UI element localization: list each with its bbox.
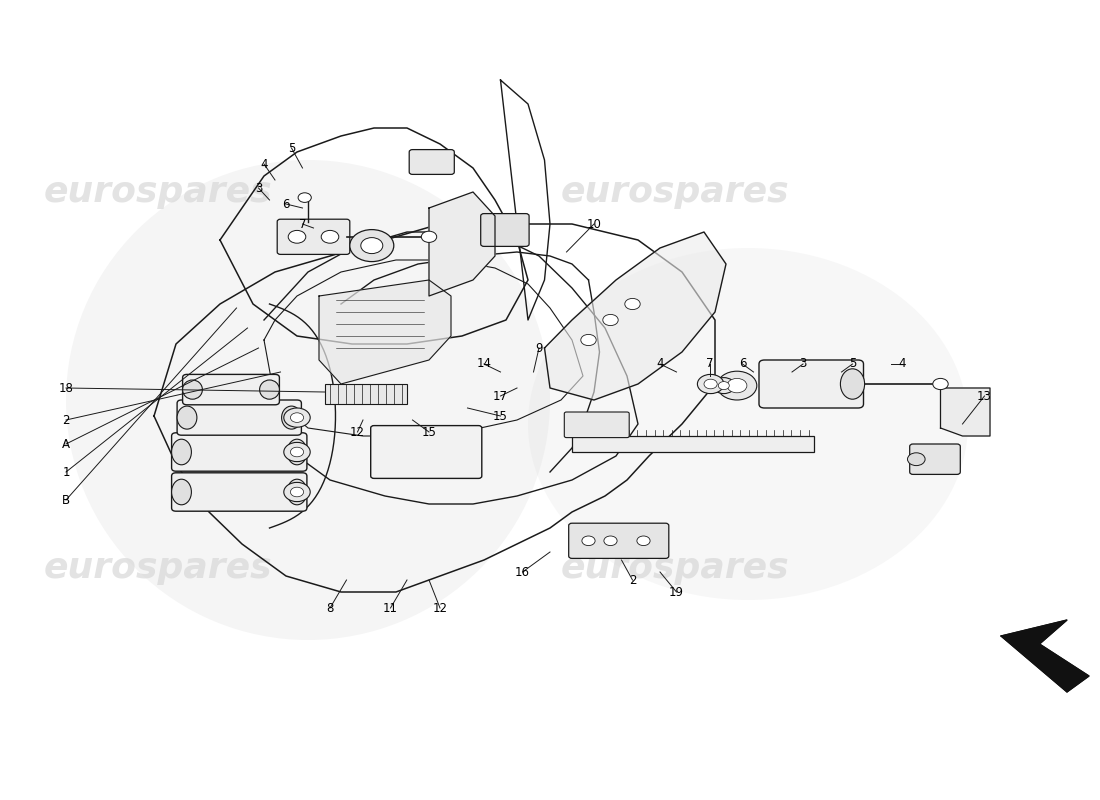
Circle shape — [637, 536, 650, 546]
Text: 3: 3 — [255, 182, 262, 194]
Ellipse shape — [177, 406, 197, 429]
Circle shape — [284, 482, 310, 502]
Ellipse shape — [528, 248, 968, 600]
Text: 9: 9 — [536, 342, 542, 354]
Text: eurospares: eurospares — [44, 551, 273, 585]
FancyBboxPatch shape — [910, 444, 960, 474]
Text: 4: 4 — [261, 158, 267, 170]
Text: 15: 15 — [421, 426, 437, 438]
Circle shape — [284, 442, 310, 462]
Circle shape — [421, 231, 437, 242]
Circle shape — [290, 413, 304, 422]
Text: 14: 14 — [476, 358, 492, 370]
Ellipse shape — [282, 406, 301, 429]
Circle shape — [697, 374, 724, 394]
Text: 2: 2 — [63, 414, 69, 426]
Text: 7: 7 — [299, 218, 306, 230]
Circle shape — [718, 382, 729, 390]
Text: 6: 6 — [739, 358, 746, 370]
Circle shape — [350, 230, 394, 262]
Ellipse shape — [183, 380, 202, 399]
Circle shape — [933, 378, 948, 390]
Circle shape — [290, 447, 304, 457]
Text: 2: 2 — [629, 574, 636, 586]
Circle shape — [717, 371, 757, 400]
Text: 8: 8 — [327, 602, 333, 614]
Text: 13: 13 — [977, 390, 992, 402]
Ellipse shape — [172, 439, 191, 465]
Text: 19: 19 — [669, 586, 684, 598]
FancyBboxPatch shape — [409, 150, 454, 174]
Text: 1: 1 — [63, 466, 69, 478]
Ellipse shape — [172, 479, 191, 505]
Circle shape — [298, 193, 311, 202]
Polygon shape — [544, 232, 726, 400]
FancyBboxPatch shape — [277, 219, 350, 254]
Circle shape — [284, 408, 310, 427]
Text: A: A — [62, 438, 70, 450]
Text: 15: 15 — [493, 410, 508, 422]
Text: 4: 4 — [657, 358, 663, 370]
FancyBboxPatch shape — [177, 400, 301, 435]
Ellipse shape — [287, 479, 307, 505]
Text: eurospares: eurospares — [561, 175, 790, 209]
Text: eurospares: eurospares — [44, 175, 273, 209]
FancyBboxPatch shape — [172, 473, 307, 511]
Text: 3: 3 — [800, 358, 806, 370]
Ellipse shape — [840, 369, 865, 399]
Circle shape — [321, 230, 339, 243]
Circle shape — [582, 536, 595, 546]
Text: 7: 7 — [706, 358, 713, 370]
Text: 4: 4 — [899, 358, 905, 370]
Circle shape — [288, 230, 306, 243]
Text: B: B — [62, 494, 70, 506]
Bar — [572, 436, 814, 452]
Text: eurospares: eurospares — [561, 551, 790, 585]
Text: 18: 18 — [58, 382, 74, 394]
Polygon shape — [429, 192, 495, 296]
Text: 5: 5 — [288, 142, 295, 154]
Circle shape — [713, 378, 735, 394]
Ellipse shape — [66, 160, 550, 640]
Text: 16: 16 — [515, 566, 530, 578]
Bar — [324, 384, 407, 404]
Ellipse shape — [287, 439, 307, 465]
Circle shape — [704, 379, 717, 389]
Circle shape — [604, 536, 617, 546]
FancyBboxPatch shape — [569, 523, 669, 558]
FancyBboxPatch shape — [172, 433, 307, 471]
Polygon shape — [1001, 620, 1089, 692]
Text: 6: 6 — [283, 198, 289, 210]
Polygon shape — [319, 280, 451, 384]
Polygon shape — [940, 388, 990, 436]
FancyBboxPatch shape — [183, 374, 279, 405]
Ellipse shape — [260, 380, 279, 399]
Circle shape — [361, 238, 383, 254]
Circle shape — [727, 378, 747, 393]
Text: 10: 10 — [586, 218, 602, 230]
Text: 5: 5 — [849, 358, 856, 370]
Circle shape — [603, 314, 618, 326]
Text: 17: 17 — [493, 390, 508, 402]
FancyBboxPatch shape — [371, 426, 482, 478]
FancyBboxPatch shape — [564, 412, 629, 438]
Circle shape — [290, 487, 304, 497]
FancyBboxPatch shape — [481, 214, 529, 246]
Text: 12: 12 — [350, 426, 365, 438]
Circle shape — [908, 453, 925, 466]
Text: 12: 12 — [432, 602, 448, 614]
FancyBboxPatch shape — [759, 360, 864, 408]
Text: 11: 11 — [383, 602, 398, 614]
Circle shape — [625, 298, 640, 310]
Circle shape — [581, 334, 596, 346]
